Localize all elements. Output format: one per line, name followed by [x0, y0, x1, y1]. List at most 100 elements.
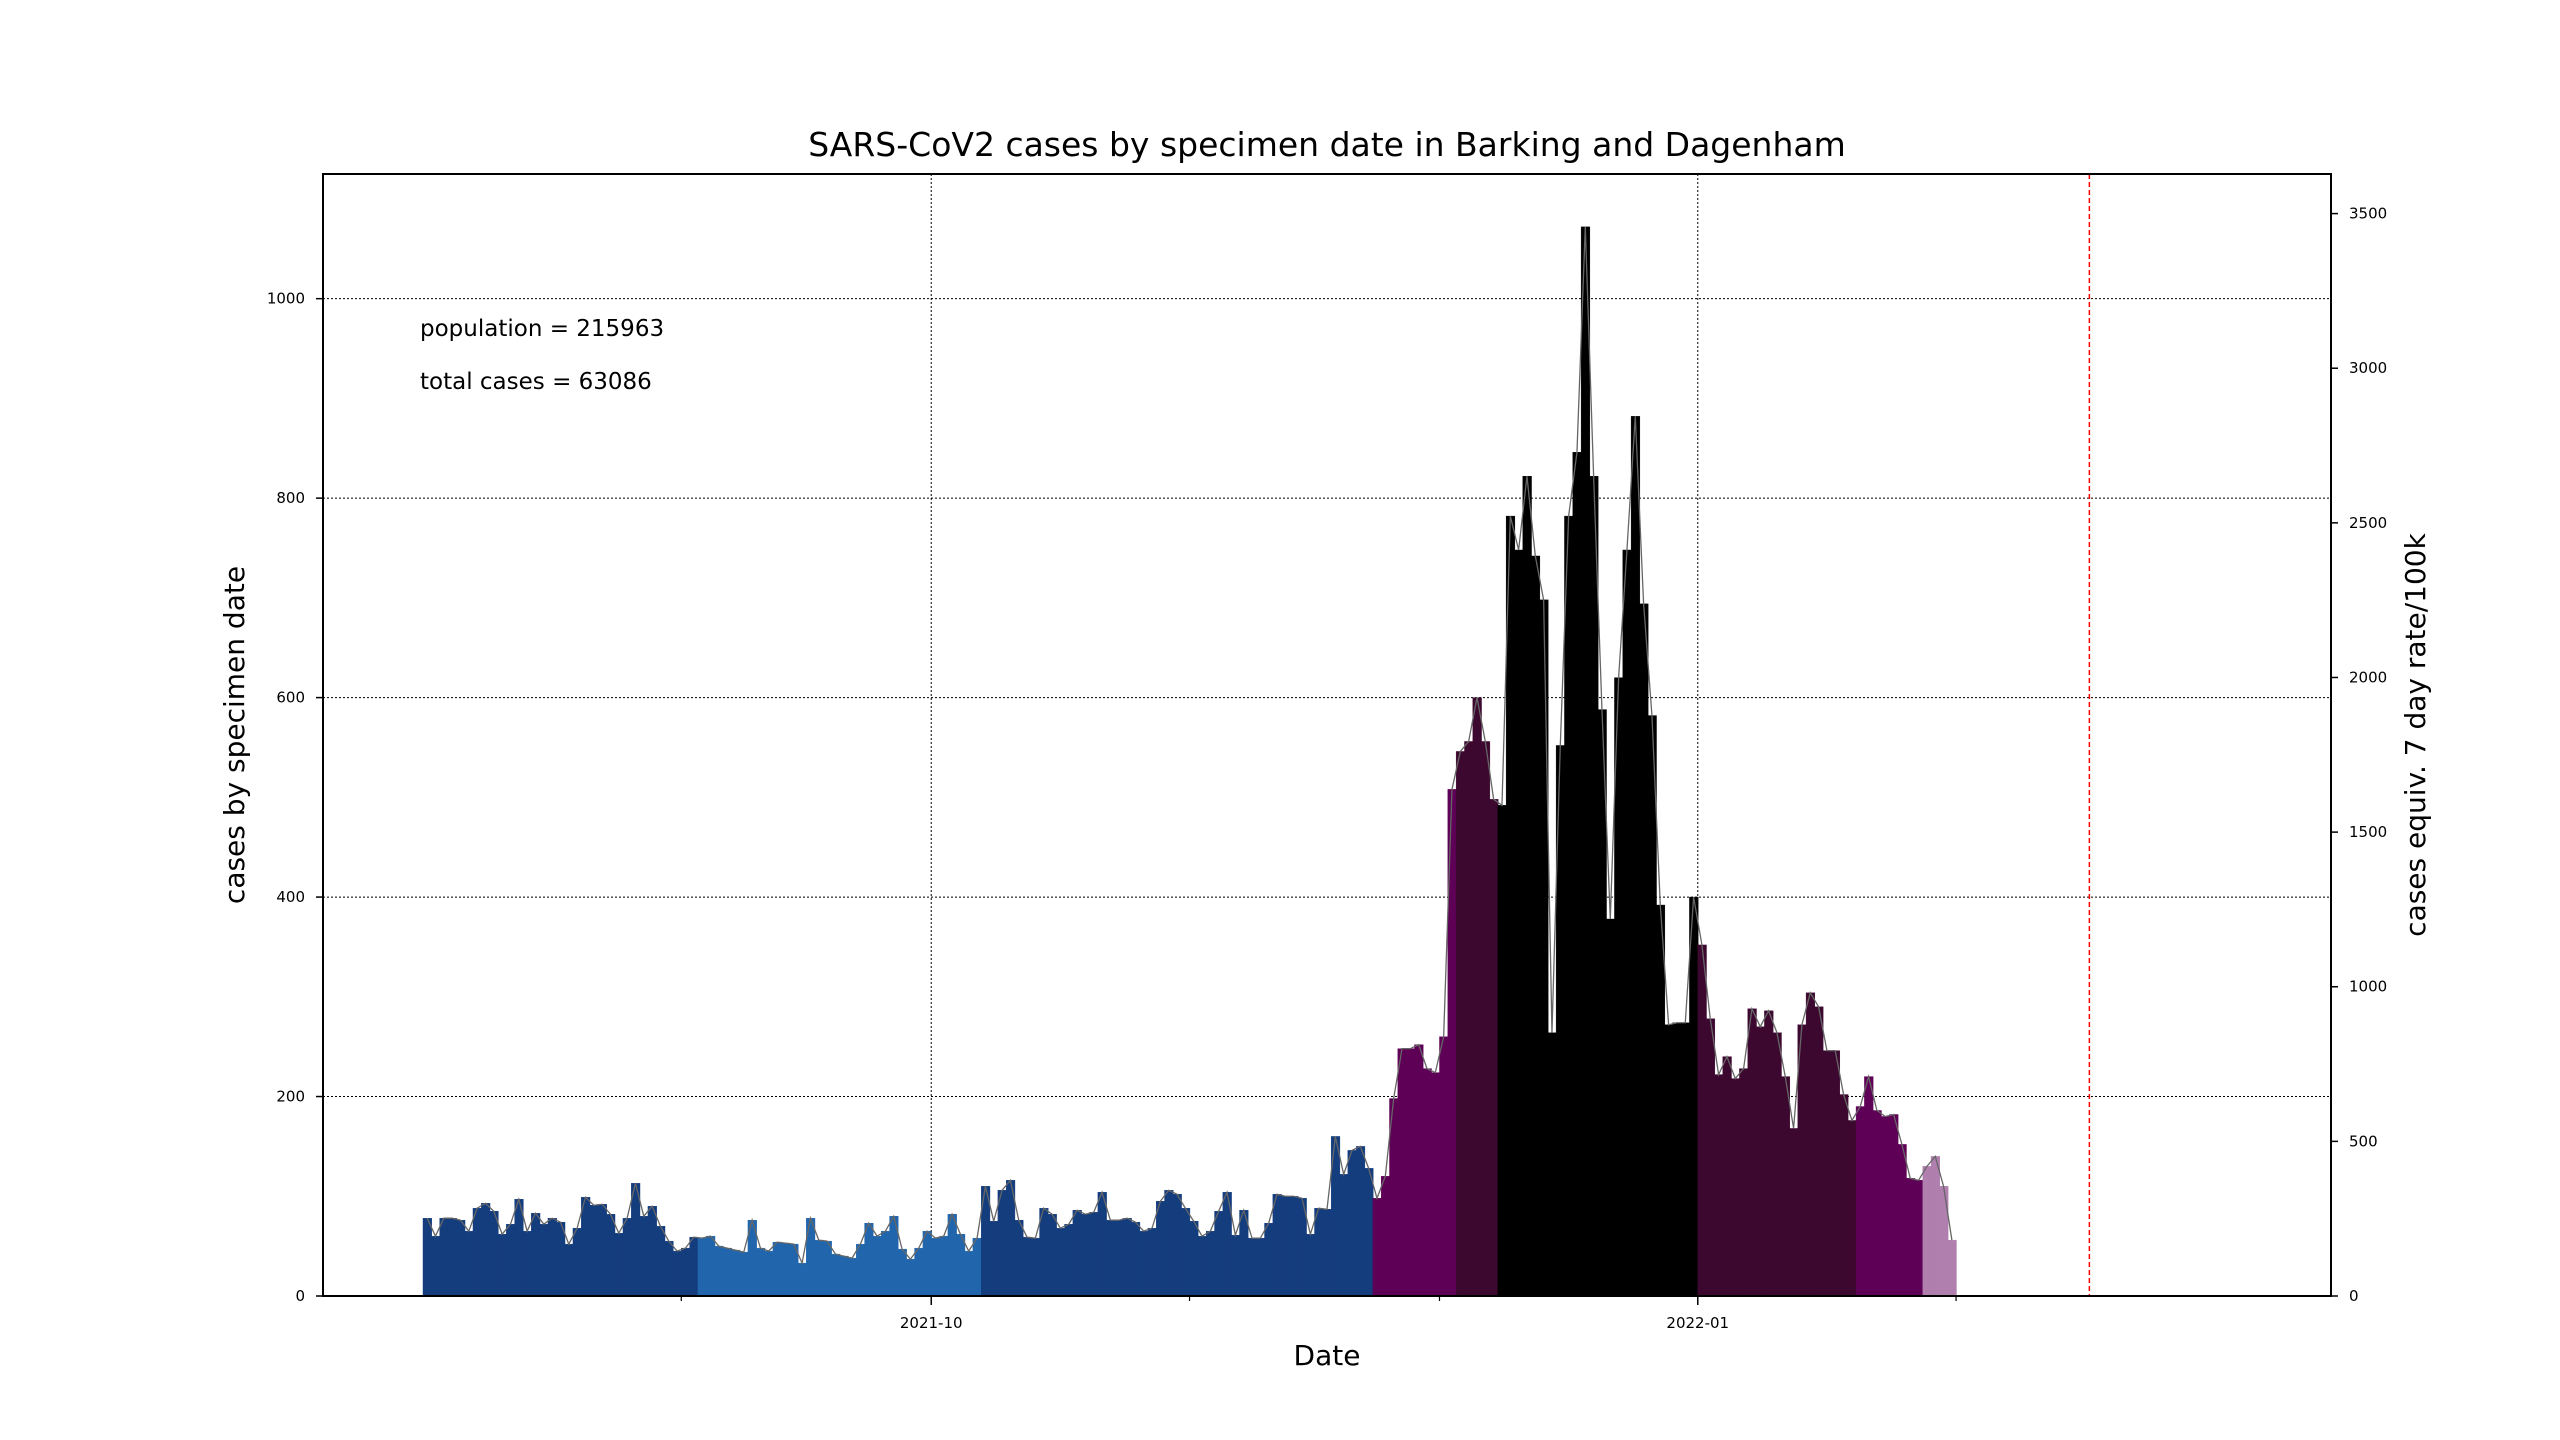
bar: [1072, 1210, 1082, 1297]
bar: [1264, 1222, 1274, 1297]
bar: [1081, 1214, 1091, 1297]
x-tick-label: 2021-10: [900, 1314, 963, 1332]
bar: [872, 1235, 882, 1297]
bar: [1905, 1178, 1916, 1297]
bar: [1089, 1212, 1099, 1297]
bar: [1155, 1201, 1166, 1297]
bar: [1814, 1006, 1824, 1297]
bar: [614, 1232, 624, 1297]
bar: [597, 1204, 607, 1297]
bar: [1705, 1018, 1716, 1297]
bar: [881, 1230, 891, 1297]
bar: [564, 1243, 574, 1297]
bar: [706, 1235, 716, 1297]
bar: [839, 1255, 849, 1297]
bar: [1014, 1220, 1024, 1297]
bar: [1347, 1150, 1357, 1297]
y2-tick-label: 0: [2349, 1287, 2359, 1305]
trend-line: [426, 226, 1953, 1266]
bar: [489, 1211, 499, 1297]
bar: [1122, 1218, 1132, 1297]
y2-tick-label: 500: [2349, 1132, 2378, 1150]
bar: [606, 1214, 616, 1297]
bar: [1522, 475, 1532, 1297]
bar: [472, 1208, 482, 1297]
bar: [1872, 1110, 1882, 1297]
bar: [581, 1197, 591, 1297]
bar: [1580, 226, 1591, 1297]
bar: [647, 1206, 657, 1297]
bar: [1772, 1032, 1782, 1297]
bar: [1355, 1146, 1366, 1297]
bar: [922, 1230, 932, 1297]
bar: [831, 1253, 841, 1297]
bar: [589, 1205, 599, 1297]
bar: [1372, 1198, 1382, 1297]
y-tick-label: 200: [276, 1088, 305, 1106]
bar: [731, 1249, 741, 1297]
bar: [1539, 599, 1549, 1297]
bar: [1780, 1076, 1791, 1297]
bar: [697, 1237, 707, 1297]
bar: [1039, 1208, 1049, 1297]
bar: [1422, 1068, 1432, 1297]
bar: [1855, 1106, 1866, 1297]
bar: [522, 1230, 532, 1297]
bar: [656, 1225, 666, 1297]
bar: [1747, 1008, 1757, 1297]
grid: [323, 174, 2331, 1296]
bar: [997, 1190, 1007, 1297]
bar: [1322, 1209, 1332, 1297]
bar: [822, 1240, 832, 1297]
bar: [1722, 1056, 1732, 1297]
y-tick-label: 1000: [267, 290, 305, 308]
bar: [1255, 1237, 1266, 1297]
bar: [1189, 1220, 1199, 1297]
bar: [464, 1230, 474, 1297]
bar: [781, 1242, 791, 1297]
bar: [1172, 1194, 1182, 1297]
x-axis-label: Date: [1294, 1339, 1361, 1372]
bar: [1939, 1186, 1949, 1297]
bar: [547, 1218, 557, 1297]
bar: [572, 1227, 582, 1297]
bar: [1589, 475, 1599, 1297]
bar: [714, 1245, 724, 1297]
case-trend-line: [426, 226, 1953, 1266]
bar: [914, 1247, 924, 1297]
y2-axis-label: cases equiv. 7 day rate/100k: [2399, 532, 2432, 936]
bar: [1680, 1022, 1691, 1297]
x-tick-label: 2022-01: [1666, 1314, 1729, 1332]
y-tick-label: 400: [276, 888, 305, 906]
bar: [1622, 549, 1632, 1297]
bar: [939, 1235, 949, 1297]
bar: [1914, 1180, 1924, 1297]
bar: [1430, 1072, 1441, 1297]
bar: [681, 1247, 691, 1297]
bar: [1305, 1233, 1316, 1297]
bar: [664, 1240, 674, 1297]
bar: [847, 1257, 857, 1297]
bar: [1472, 697, 1482, 1297]
y2-tick-label: 3000: [2349, 359, 2387, 377]
bar: [956, 1233, 966, 1297]
y2-tick-label: 3500: [2349, 205, 2387, 223]
bar: [1805, 992, 1816, 1297]
bar: [1822, 1050, 1832, 1297]
y2-tick-label: 2500: [2349, 514, 2387, 532]
bar: [1056, 1227, 1066, 1297]
bar: [856, 1243, 866, 1297]
bar: [1547, 1032, 1557, 1297]
bar: [1489, 799, 1499, 1297]
bar: [1714, 1074, 1724, 1297]
chart-title: SARS-CoV2 cases by specimen date in Bark…: [808, 125, 1846, 164]
bar: [739, 1251, 749, 1297]
bar: [1480, 741, 1491, 1297]
bar: [1397, 1048, 1407, 1297]
bar: [1497, 805, 1507, 1297]
bar: [1364, 1168, 1374, 1297]
bar: [1197, 1235, 1207, 1297]
bar: [1764, 1010, 1774, 1297]
bar: [1214, 1211, 1224, 1297]
bar: [931, 1237, 941, 1297]
